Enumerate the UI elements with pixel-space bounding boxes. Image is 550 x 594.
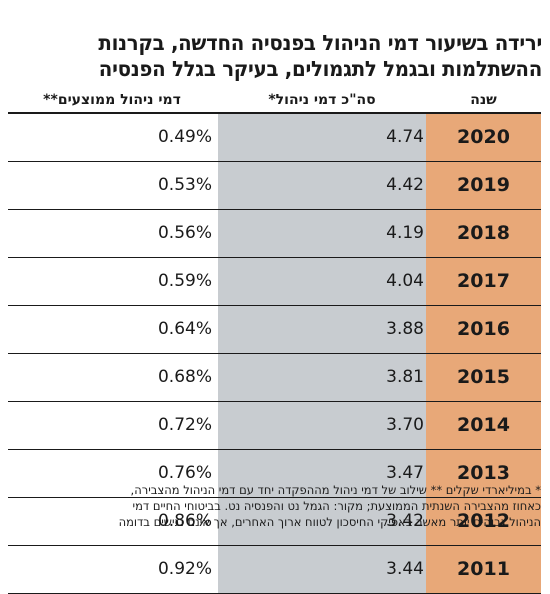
average-fees-cell: 0.72% [157,415,212,435]
footnote: * במיליארדי שקלים ** שילוב של דמי ניהול … [8,482,541,530]
average-fees-cell: 0.49% [157,127,212,147]
year-cell: 2015 [457,366,510,388]
total-fees-cell: 3.70 [386,415,424,435]
year-cell: 2017 [457,270,510,292]
year-cell: 2013 [457,462,510,484]
footnote-line-2: כאחוז מהצבירה השנתית הממוצעת; מקור: הגמל… [132,499,542,513]
row-divider [8,161,541,162]
average-fees-cell: 0.64% [157,319,212,339]
footnote-line-3: הניהול גבוהים יותר מאשר באפיקי החיסכון ל… [118,515,541,529]
header-average-fees: דמי ניהול ממוצעים** [43,92,181,108]
total-fees-cell: 4.42 [386,175,424,195]
average-fees-cell: 0.76% [157,463,212,483]
average-fees-cell: 0.59% [157,271,212,291]
total-fees-cell: 3.44 [386,559,424,579]
year-cell: 2011 [457,558,510,580]
year-cell: 2016 [457,318,510,340]
total-fees-cell: 3.88 [386,319,424,339]
header-year: שנה [470,92,497,108]
year-cell: 2019 [457,174,510,196]
fees-column-fill [218,114,426,594]
total-fees-cell: 4.74 [386,127,424,147]
row-divider [8,497,541,498]
table-row: 2012 3.42 0.86% [8,498,541,545]
average-fees-cell: 0.56% [157,223,212,243]
row-divider [8,353,541,354]
year-cell: 2018 [457,222,510,244]
total-fees-cell: 3.47 [386,463,424,483]
title-line-2: ההשתלמות ובגמל לתגמולים, בעיקר בגלל הפנס… [98,57,543,81]
year-cell: 2012 [457,510,510,532]
average-fees-cell: 0.92% [157,559,212,579]
table-row: 2019 4.42 0.53% [8,162,541,209]
table-row: 2011 3.44 0.92% [8,546,541,593]
title-line-1: ירידה בשיעור דמי הניהול בפנסיה החדשה, בק… [98,31,542,55]
header-rule [8,112,541,114]
table-row: 2018 4.19 0.56% [8,210,541,257]
table-row: 2015 3.81 0.68% [8,354,541,401]
footnote-line-1: * במיליארדי שקלים ** שילוב של דמי ניהול … [130,483,541,497]
total-fees-cell: 4.19 [386,223,424,243]
average-fees-cell: 0.53% [157,175,212,195]
table-row: 2020 4.74 0.49% [8,114,541,161]
table-row: 2016 3.88 0.64% [8,306,541,353]
row-divider [8,545,541,546]
header-total-fees: סה"כ דמי ניהול* [268,92,376,108]
table-row: 2014 3.70 0.72% [8,402,541,449]
year-cell: 2014 [457,414,510,436]
row-divider [8,401,541,402]
table-row: 2017 4.04 0.59% [8,258,541,305]
average-fees-cell: 0.86% [157,511,212,531]
year-column-fill [426,114,541,594]
row-divider [8,257,541,258]
table-row: 2013 3.47 0.76% [8,450,541,497]
average-fees-cell: 0.68% [157,367,212,387]
row-divider [8,449,541,450]
total-fees-cell: 3.81 [386,367,424,387]
row-divider [8,209,541,210]
total-fees-cell: 3.42 [386,511,424,531]
year-cell: 2020 [457,126,510,148]
chart-title: ירידה בשיעור דמי הניהול בפנסיה החדשה, בק… [16,30,542,82]
row-divider [8,305,541,306]
total-fees-cell: 4.04 [386,271,424,291]
